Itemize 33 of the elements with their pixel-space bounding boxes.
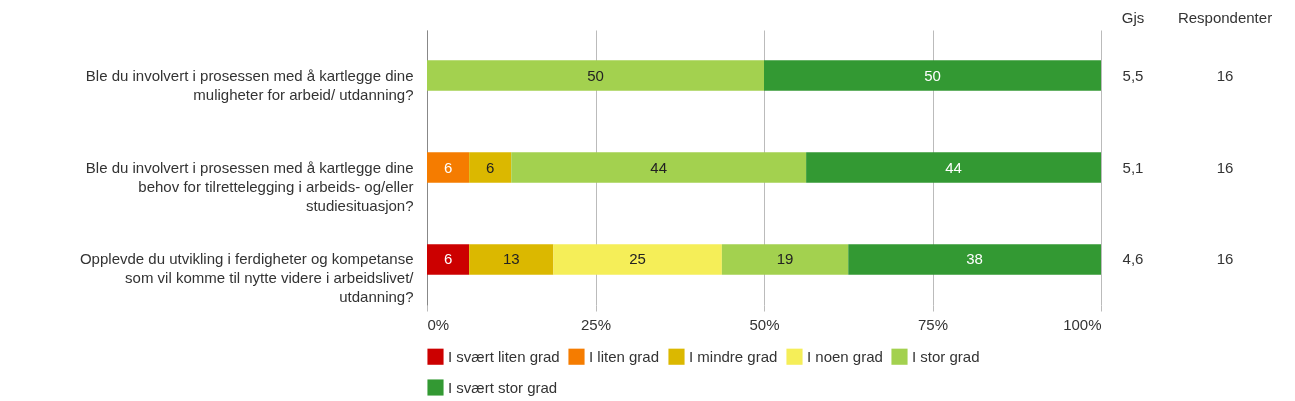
text: 4,6 bbox=[1122, 250, 1144, 268]
text: Respondenter bbox=[1177, 9, 1273, 26]
legend-label: I liten grad bbox=[589, 347, 660, 365]
text: 5,5 bbox=[1122, 66, 1144, 84]
y-tick-label: Opplevde du utvikling i ferdigheter og kompetanse som vil komme til nytte videre i arbeidslivet/ utdanning? bbox=[79, 250, 415, 306]
legend-label: I stor grad bbox=[912, 347, 980, 365]
legend-label: I svært liten grad bbox=[448, 347, 560, 365]
data-label: 6 bbox=[443, 158, 453, 176]
data-label: 25 bbox=[629, 250, 646, 268]
data-label: 50 bbox=[924, 66, 941, 84]
y-tick-label: Ble du involvert i prosessen med å kartlegge dine muligheter for arbeid/ utdanning? bbox=[85, 66, 414, 103]
x-tick-label: 75% bbox=[917, 315, 949, 333]
data-label: 44 bbox=[945, 158, 962, 176]
data-label: 44 bbox=[650, 158, 668, 176]
text: 16 bbox=[1216, 158, 1234, 176]
text: Gjs bbox=[1121, 9, 1145, 26]
data-label: 6 bbox=[443, 250, 453, 268]
x-tick-label: 25% bbox=[580, 315, 612, 333]
text: 16 bbox=[1216, 66, 1234, 84]
data-label: 6 bbox=[486, 158, 495, 176]
data-label: 50 bbox=[587, 66, 604, 84]
legend-label: I noen grad bbox=[807, 347, 883, 365]
y-tick-label: Ble du involvert i prosessen med å kartlegge dine behov for tilrettelegging i arbeids- og/eller studiesituasjon? bbox=[85, 158, 414, 214]
legend-label: I svært stor grad bbox=[448, 378, 558, 396]
x-tick-label: 100% bbox=[1063, 315, 1102, 333]
x-tick-label: 50% bbox=[749, 315, 780, 333]
legend-label: I mindre grad bbox=[689, 347, 778, 365]
data-label: 38 bbox=[966, 250, 983, 268]
data-label: 13 bbox=[502, 250, 520, 268]
x-tick-label: 0% bbox=[427, 315, 450, 333]
text: 16 bbox=[1216, 250, 1234, 268]
data-label: 19 bbox=[776, 250, 794, 268]
text: 5,1 bbox=[1122, 158, 1144, 176]
